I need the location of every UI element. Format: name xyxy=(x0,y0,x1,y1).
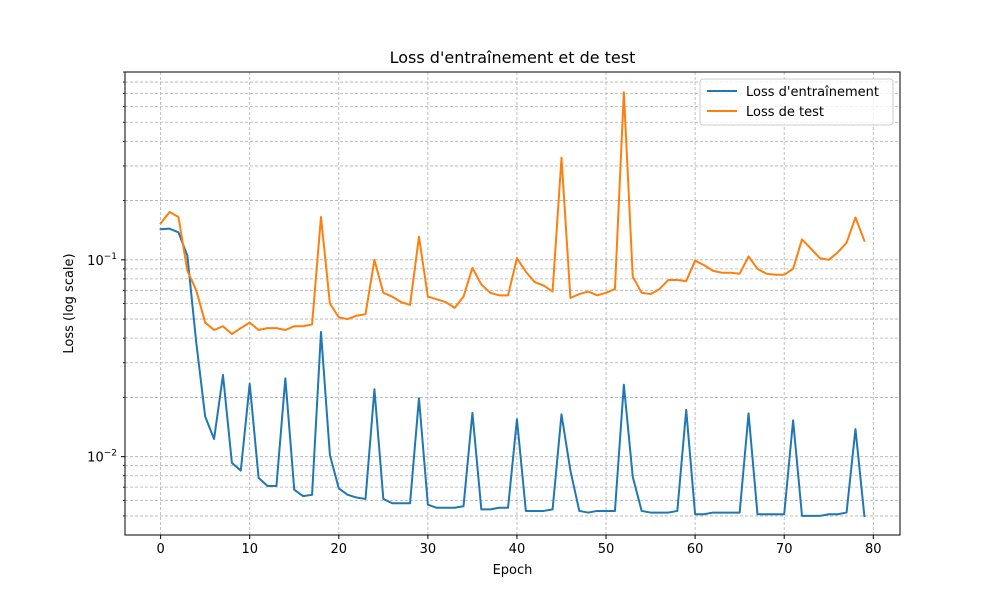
x-tick-label: 0 xyxy=(156,542,164,557)
x-tick-label: 10 xyxy=(241,542,258,557)
x-tick-label: 70 xyxy=(776,542,793,557)
x-tick-label: 20 xyxy=(331,542,348,557)
x-tick-label: 40 xyxy=(509,542,526,557)
series-line-train xyxy=(159,227,866,518)
y-tick-label: 10−1 xyxy=(87,252,117,269)
chart-title: Loss d'entraînement et de test xyxy=(390,48,636,67)
axis-ticks: 0 10 20 30 40 50 60 70 80 10−2 10−1 xyxy=(87,71,882,557)
x-tick-label: 50 xyxy=(598,542,615,557)
y-tick-label: 10−2 xyxy=(87,449,117,466)
x-tick-label: 60 xyxy=(687,542,704,557)
legend-label-train: Loss d'entraînement xyxy=(746,85,879,100)
series-lines xyxy=(159,91,866,518)
y-axis-label: Loss (log scale) xyxy=(62,253,77,353)
x-tick-label: 80 xyxy=(865,542,882,557)
legend: Loss d'entraînement Loss de test xyxy=(699,78,894,126)
series-line-test xyxy=(159,91,866,335)
x-axis-label: Epoch xyxy=(493,563,533,578)
x-tick-label: 30 xyxy=(420,542,437,557)
legend-label-test: Loss de test xyxy=(746,105,824,120)
legend-box xyxy=(699,78,894,126)
